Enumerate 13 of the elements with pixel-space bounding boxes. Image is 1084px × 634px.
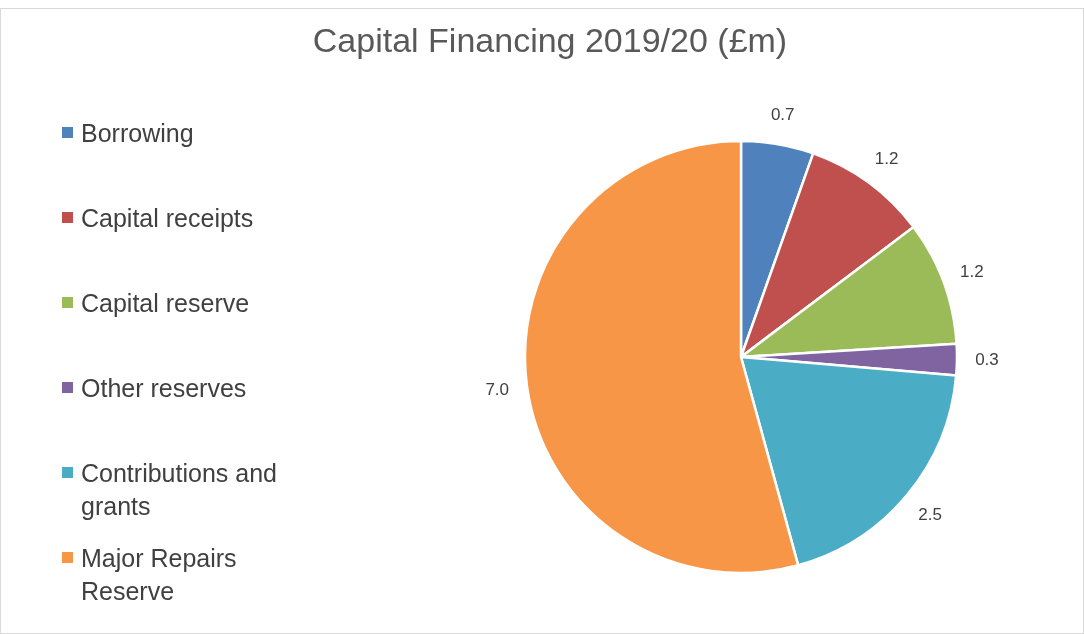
data-label: 1.2 bbox=[960, 262, 984, 282]
legend-label: Capital reserve bbox=[81, 289, 250, 317]
legend-label: Other reserves bbox=[81, 374, 247, 402]
legend-label: Contributions and grants bbox=[81, 459, 277, 520]
data-label: 7.0 bbox=[485, 380, 510, 400]
data-label: 0.3 bbox=[975, 350, 999, 370]
legend-label: Major Repairs Reserve bbox=[81, 544, 237, 605]
legend-label: Borrowing bbox=[81, 119, 194, 147]
chart-title: Capital Financing 2019/20 (£m) bbox=[312, 21, 788, 59]
data-label: 1.2 bbox=[874, 149, 899, 169]
data-label: 2.5 bbox=[918, 504, 942, 524]
data-label: 0.7 bbox=[770, 105, 795, 125]
legend-label: Capital receipts bbox=[81, 204, 254, 232]
